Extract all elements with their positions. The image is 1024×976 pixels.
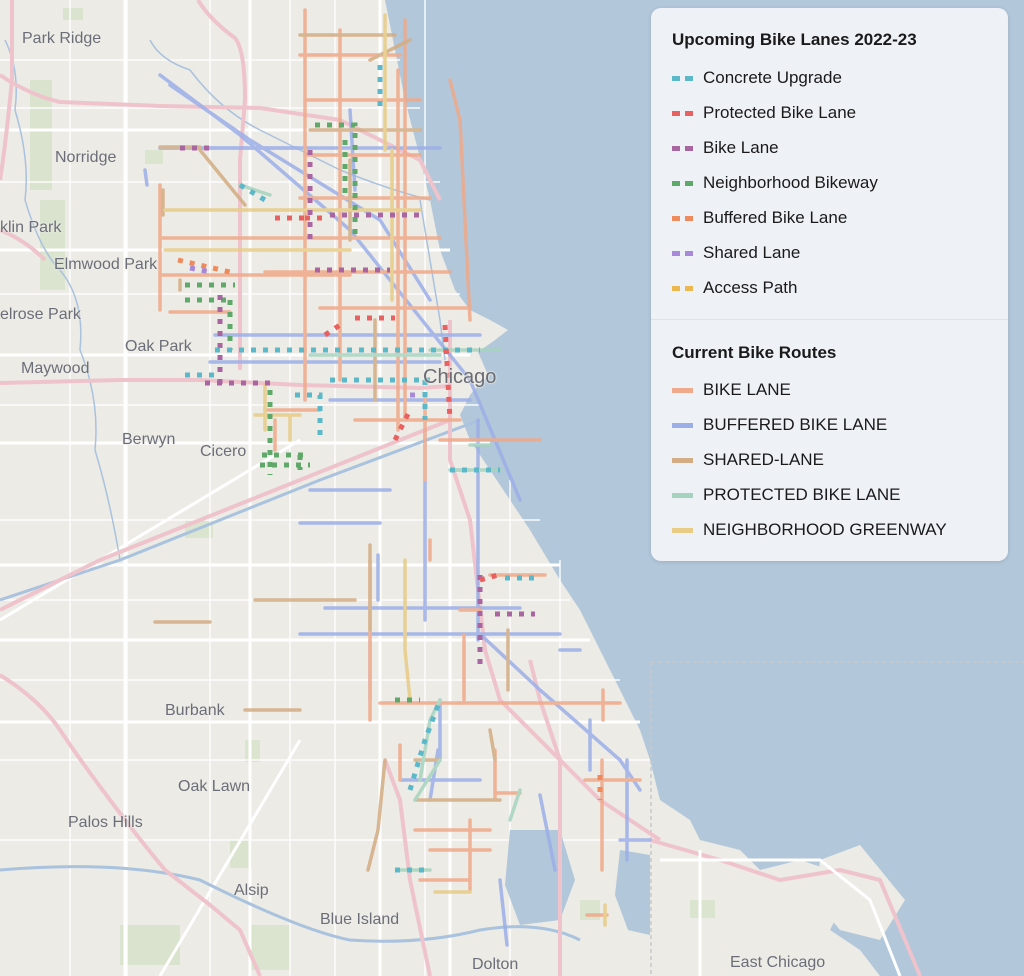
legend-item-current-protected-bike-lane: PROTECTED BIKE LANE xyxy=(672,483,900,507)
legend-item-current-buffered-bike-lane: BUFFERED BIKE LANE xyxy=(672,413,887,437)
legend-title-current: Current Bike Routes xyxy=(672,343,837,362)
solid-swatch-icon xyxy=(672,492,693,498)
place-label-cicero: Cicero xyxy=(200,443,247,460)
legend-item-current-bike-lane: BIKE LANE xyxy=(672,378,791,402)
place-label-maywood: Maywood xyxy=(21,360,90,377)
dashed-swatch-icon xyxy=(672,180,693,186)
legend-item-shared-lane: Shared Lane xyxy=(672,241,800,265)
place-label-chicago: Chicago xyxy=(423,366,497,388)
legend-item-neighborhood-bikeway: Neighborhood Bikeway xyxy=(672,171,878,195)
place-label-oak-park: Oak Park xyxy=(125,338,192,355)
legend-divider xyxy=(651,319,1008,320)
place-label-franklin-park: klin Park xyxy=(0,219,62,236)
dashed-swatch-icon xyxy=(672,285,693,291)
place-label-elmwood-park: Elmwood Park xyxy=(54,256,158,273)
dashed-swatch-icon xyxy=(672,215,693,221)
legend-item-protected-bike-lane: Protected Bike Lane xyxy=(672,101,856,125)
place-label-blue-island: Blue Island xyxy=(320,911,400,928)
dashed-swatch-icon xyxy=(672,145,693,151)
solid-swatch-icon xyxy=(672,457,693,463)
solid-swatch-icon xyxy=(672,527,693,533)
place-label-burbank: Burbank xyxy=(165,702,225,719)
dashed-swatch-icon xyxy=(672,75,693,81)
legend-item-current-shared-lane: SHARED-LANE xyxy=(672,448,824,472)
place-label-alsip: Alsip xyxy=(234,882,269,899)
place-label-berwyn: Berwyn xyxy=(122,431,176,448)
place-label-oak-lawn: Oak Lawn xyxy=(178,778,251,795)
legend-title-upcoming: Upcoming Bike Lanes 2022-23 xyxy=(672,30,917,49)
map-legend: Upcoming Bike Lanes 2022-23 Concrete Upg… xyxy=(651,8,1008,561)
place-label-east-chicago: East Chicago xyxy=(730,954,826,971)
solid-swatch-icon xyxy=(672,422,693,428)
legend-item-access-path: Access Path xyxy=(672,276,798,300)
dashed-swatch-icon xyxy=(672,250,693,256)
place-label-dolton: Dolton xyxy=(472,956,519,973)
legend-item-current-neighborhood-greenway: NEIGHBORHOOD GREENWAY xyxy=(672,518,947,542)
place-label-park-ridge: Park Ridge xyxy=(22,30,102,47)
solid-swatch-icon xyxy=(672,387,693,393)
legend-item-concrete-upgrade: Concrete Upgrade xyxy=(672,66,842,90)
dashed-swatch-icon xyxy=(672,110,693,116)
legend-item-buffered-bike-lane: Buffered Bike Lane xyxy=(672,206,847,230)
place-label-norridge: Norridge xyxy=(55,149,117,166)
place-label-melrose-park: elrose Park xyxy=(0,306,81,323)
place-label-palos-hills: Palos Hills xyxy=(68,814,143,831)
legend-item-bike-lane: Bike Lane xyxy=(672,136,779,160)
